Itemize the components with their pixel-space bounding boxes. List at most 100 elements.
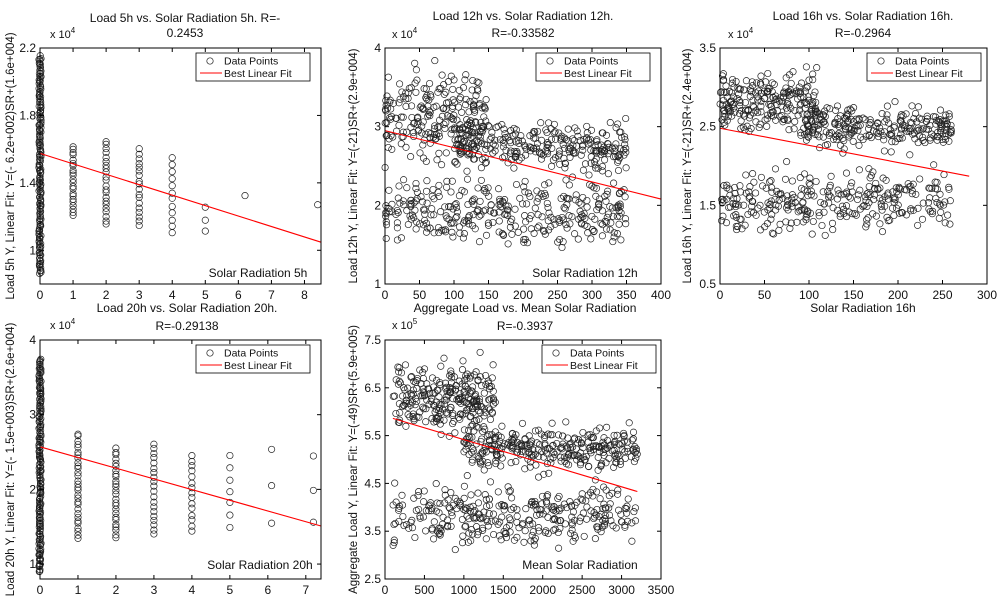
data-point [460, 426, 468, 434]
data-point [480, 113, 488, 121]
data-point [731, 183, 739, 192]
data-point [419, 118, 427, 126]
data-point [448, 374, 456, 382]
y-multiplier-exponent: 4 [413, 26, 418, 35]
data-point [722, 219, 731, 227]
data-point [472, 416, 481, 424]
data-point [719, 212, 727, 220]
data-point [605, 454, 613, 462]
data-point [74, 494, 82, 502]
data-point [752, 189, 760, 197]
data-point [620, 432, 628, 440]
data-point [268, 445, 276, 453]
data-point [544, 203, 552, 212]
legend-marker-points [206, 349, 214, 357]
data-point [421, 210, 429, 218]
best-fit-line [39, 152, 322, 243]
data-point [506, 528, 514, 536]
data-point [460, 230, 468, 238]
data-point [414, 118, 422, 126]
data-point [468, 387, 476, 395]
data-point [587, 126, 596, 134]
data-point [168, 189, 176, 197]
data-point [150, 516, 158, 524]
data-point [775, 226, 783, 234]
data-point [466, 149, 474, 157]
data-point [564, 125, 572, 133]
data-point [135, 163, 143, 171]
data-point [553, 439, 561, 448]
data-point [587, 159, 595, 167]
data-point [859, 135, 867, 144]
data-point [74, 459, 82, 467]
data-point [719, 70, 727, 78]
data-point [718, 217, 726, 225]
data-point [824, 187, 832, 196]
data-point [400, 384, 408, 392]
data-point [561, 160, 569, 168]
data-point [919, 136, 927, 144]
data-point [470, 195, 478, 203]
data-point [468, 456, 476, 464]
data-point [188, 479, 196, 487]
data-point [624, 495, 632, 503]
data-point [436, 499, 444, 508]
data-point [468, 198, 476, 206]
data-point [591, 535, 599, 543]
data-point [474, 528, 482, 536]
data-point [718, 116, 726, 124]
data-point [69, 208, 77, 217]
data-point [422, 405, 430, 413]
data-point [831, 120, 839, 128]
data-point [603, 213, 611, 221]
data-point [481, 491, 489, 499]
data-point [188, 457, 196, 466]
data-point [532, 144, 541, 152]
data-point [590, 514, 598, 523]
data-point [226, 511, 234, 519]
data-point [443, 112, 452, 120]
data-point [587, 146, 595, 154]
data-point [112, 505, 120, 513]
data-point [785, 126, 793, 134]
data-point [412, 88, 420, 96]
data-point [879, 132, 887, 140]
data-point [499, 442, 507, 450]
data-point [562, 221, 570, 229]
data-point [415, 488, 423, 496]
data-point [471, 106, 479, 114]
data-point [592, 184, 601, 192]
data-point [592, 427, 600, 435]
data-point [772, 116, 780, 124]
data-point [802, 63, 810, 71]
data-point [314, 201, 322, 209]
data-point [764, 206, 772, 214]
data-point [497, 433, 505, 441]
data-point [441, 486, 449, 494]
data-point [498, 513, 506, 521]
data-point [402, 422, 410, 430]
data-point [897, 117, 905, 125]
data-point [515, 524, 523, 532]
data-point [505, 487, 513, 496]
data-point [443, 522, 452, 530]
data-point [523, 200, 531, 208]
data-point [782, 104, 791, 112]
data-point [494, 520, 502, 528]
data-point [944, 211, 952, 219]
data-point [601, 511, 609, 520]
data-point [859, 114, 867, 122]
data-point [447, 387, 455, 396]
data-point [597, 219, 605, 227]
data-point [442, 119, 450, 127]
y-axis-label: Load 20h Y, Linear Fit: Y=(- 1.5e+003)SR… [5, 323, 17, 597]
data-point [739, 110, 747, 118]
data-point [782, 74, 790, 82]
data-point [854, 126, 862, 135]
data-point [898, 134, 906, 142]
data-point [797, 129, 805, 137]
data-point [925, 184, 933, 192]
data-point [440, 400, 448, 408]
data-point [805, 179, 813, 187]
data-point [518, 419, 527, 427]
